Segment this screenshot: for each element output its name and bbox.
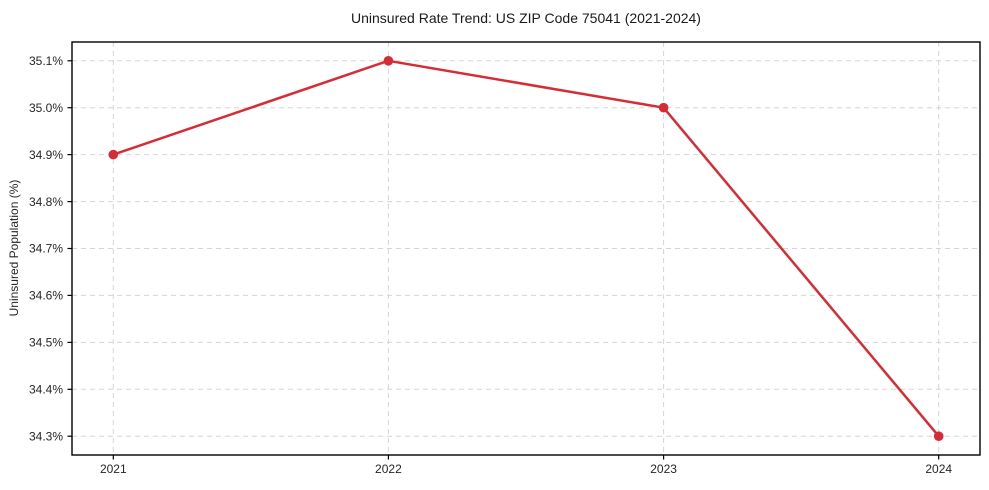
y-tick-label: 34.3%	[29, 429, 63, 443]
y-tick-label: 34.8%	[29, 195, 63, 209]
x-tick-label: 2022	[375, 462, 402, 476]
y-tick-label: 34.9%	[29, 148, 63, 162]
x-tick-label: 2021	[100, 462, 127, 476]
x-tick-label: 2024	[925, 462, 952, 476]
trend-line	[112, 59, 940, 438]
y-tick-label: 34.6%	[29, 289, 63, 303]
data-point	[108, 149, 119, 160]
y-tick-label: 34.5%	[29, 336, 63, 350]
data-point	[658, 102, 669, 113]
data-point	[383, 56, 394, 66]
x-tick-label: 2023	[650, 462, 677, 476]
data-point	[933, 431, 944, 442]
y-tick-label: 34.4%	[29, 383, 63, 397]
y-tick-label: 35.0%	[29, 101, 63, 115]
y-tick-label: 34.7%	[29, 242, 63, 256]
y-tick-label: 35.1%	[29, 54, 63, 68]
chart-title: Uninsured Rate Trend: US ZIP Code 75041 …	[351, 10, 701, 26]
